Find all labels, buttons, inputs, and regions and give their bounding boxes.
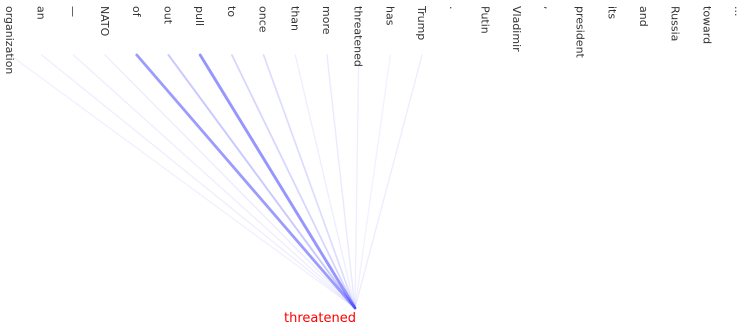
attention-link — [354, 54, 360, 309]
token-label: toward — [700, 6, 713, 44]
token-label: threatened — [352, 6, 365, 67]
token-label: Putin — [479, 6, 492, 34]
attention-link — [262, 54, 356, 309]
attention-link — [231, 54, 356, 309]
token-label: president — [574, 6, 587, 59]
token-label: — — [66, 6, 79, 17]
token-label: of — [130, 6, 143, 18]
attention-link — [41, 54, 356, 309]
attention-link — [294, 54, 356, 309]
target-token-label: threatened — [284, 311, 356, 326]
token-label: to — [225, 6, 238, 17]
token-label: NATO — [98, 6, 111, 37]
token-label: than — [288, 6, 301, 31]
token-label: , — [542, 6, 555, 10]
attention-link — [167, 54, 356, 309]
token-label: out — [162, 6, 175, 25]
token-label: more — [320, 6, 333, 35]
token-label: an — [35, 6, 48, 20]
token-label: pull — [193, 6, 206, 26]
token-label: once — [257, 6, 270, 33]
token-label: and — [637, 6, 650, 27]
attention-link — [135, 53, 357, 310]
source-tokens: organization an — NATO of out pull to once than mo… — [3, 5, 741, 74]
token-label: . — [447, 6, 460, 10]
attention-link — [326, 54, 356, 309]
token-label: ... — [732, 6, 741, 17]
attention-link — [354, 54, 392, 309]
token-label: Vladimir — [510, 6, 523, 52]
token-label: has — [383, 6, 396, 26]
attention-link — [72, 54, 356, 309]
token-label: organization — [3, 6, 16, 74]
attention-link — [354, 54, 423, 309]
attention-link — [9, 54, 356, 309]
token-label: Trump — [415, 5, 428, 40]
token-label: Russia — [669, 6, 682, 41]
token-label: its — [605, 6, 618, 19]
attention-links — [9, 53, 423, 310]
attention-link — [198, 53, 357, 310]
attention-link — [104, 54, 356, 309]
